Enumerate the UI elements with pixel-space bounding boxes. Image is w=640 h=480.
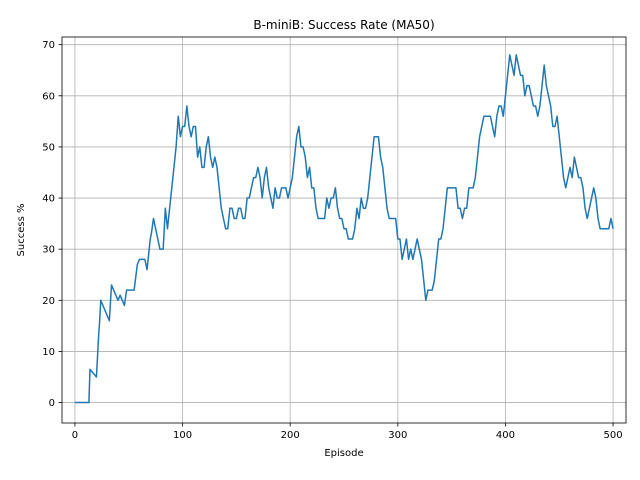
y-tick-label: 0 <box>49 398 55 409</box>
y-tick-label: 50 <box>42 142 55 153</box>
y-tick-label: 60 <box>42 91 55 102</box>
ticks: 0 100 200 300 400 500 0 10 20 30 40 50 60 70 <box>42 40 622 441</box>
x-tick-label: 200 <box>281 430 300 441</box>
chart-title: B-miniB: Success Rate (MA50) <box>253 18 434 32</box>
x-tick-label: 500 <box>604 430 623 441</box>
series-line <box>74 54 614 404</box>
y-axis-label: Success % <box>16 204 27 257</box>
x-tick-label: 300 <box>388 430 407 441</box>
y-tick-label: 40 <box>42 194 55 205</box>
x-axis-label: Episode <box>324 448 363 459</box>
x-tick-label: 0 <box>72 430 78 441</box>
y-tick-label: 20 <box>42 296 55 307</box>
axes-frame <box>61 36 627 424</box>
x-tick-label: 100 <box>173 430 192 441</box>
y-tick-label: 70 <box>42 40 55 51</box>
y-tick-label: 30 <box>42 245 55 256</box>
x-tick-label: 400 <box>496 430 515 441</box>
y-tick-label: 10 <box>42 347 55 358</box>
series-layer <box>74 54 614 404</box>
